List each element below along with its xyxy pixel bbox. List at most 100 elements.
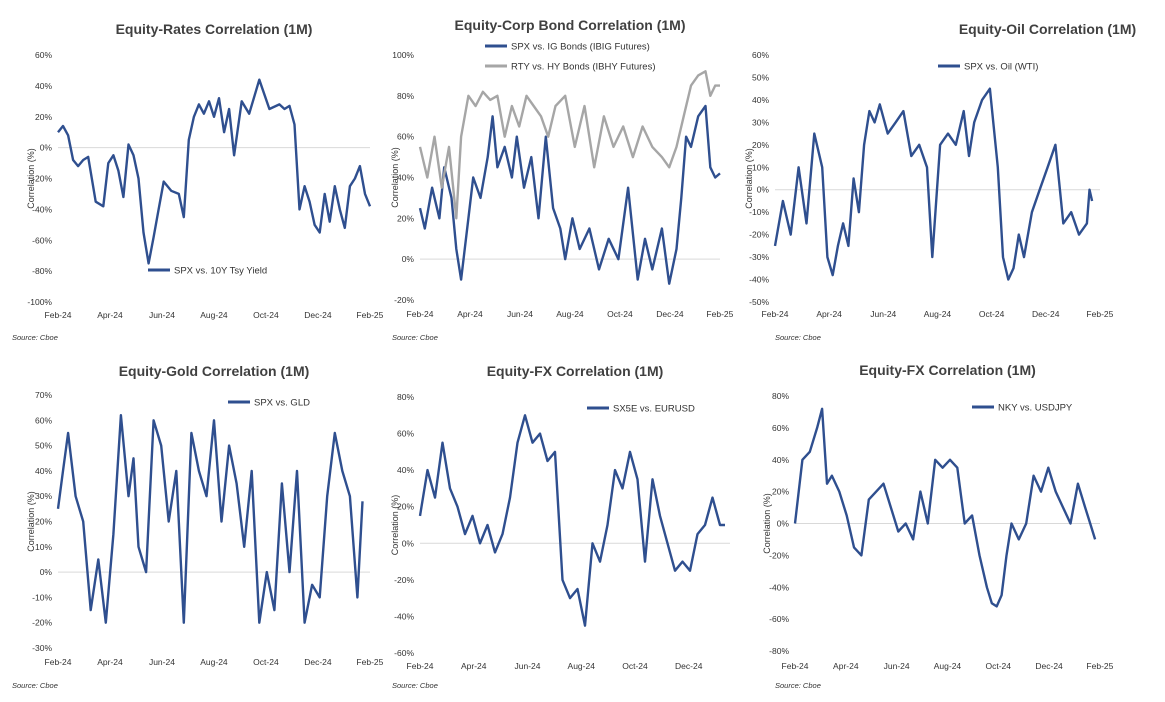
- x-tick-label: Dec-24: [675, 661, 703, 671]
- chart-title: Equity-Gold Correlation (1M): [119, 363, 310, 379]
- x-tick-label: Feb-24: [45, 657, 72, 667]
- y-tick-label: 0%: [777, 519, 790, 529]
- x-tick-label: Feb-25: [356, 657, 383, 667]
- x-tick-label: Jun-24: [507, 309, 533, 319]
- y-tick-label: -10%: [32, 592, 52, 602]
- source-note: Source: Cboe: [775, 333, 821, 342]
- y-tick-label: 30%: [35, 491, 52, 501]
- y-tick-label: 60%: [772, 423, 789, 433]
- source-note: Source: Cboe: [392, 681, 438, 690]
- legend-label: SPX vs. IG Bonds (IBIG Futures): [511, 42, 650, 53]
- chart-svg: Equity-Gold Correlation (1M) 70% 60% 50% 40%…: [12, 363, 384, 690]
- x-tick-label: Dec-24: [304, 657, 332, 667]
- y-tick-label: 60%: [35, 415, 52, 425]
- y-tick-label: 20%: [772, 487, 789, 497]
- y-tick-label: -30%: [749, 252, 769, 262]
- y-axis-label: Correlation (%): [744, 148, 754, 209]
- y-tick-label: 60%: [35, 50, 52, 60]
- x-tick-label: Dec-24: [656, 309, 684, 319]
- chart-panel-equity-fx-sx5e: Equity-FX Correlation (1M) 80% 60% 40% 20% 0%…: [380, 355, 760, 702]
- y-axis-label: Correlation (%): [26, 491, 36, 552]
- y-tick-label: 80%: [397, 392, 414, 402]
- x-tick-label: Jun-24: [870, 309, 896, 319]
- chart-svg: Equity-Corp Bond Correlation (1M) 100% 80%…: [390, 17, 734, 342]
- chart-title: Equity-Rates Correlation (1M): [116, 21, 313, 37]
- y-tick-label: -20%: [769, 550, 789, 560]
- y-tick-label: 20%: [397, 213, 414, 223]
- x-tick-label: Apr-24: [833, 661, 859, 671]
- chart-svg: Equity-FX Correlation (1M) 80% 60% 40% 20% 0%…: [390, 363, 730, 690]
- chart-panel-equity-rates: Equity-Rates Correlation (1M) 60% 40% 20% 0%…: [0, 0, 384, 350]
- chart-title: Equity-FX Correlation (1M): [859, 362, 1036, 378]
- y-tick-label: -40%: [32, 204, 52, 214]
- y-tick-label: 80%: [397, 91, 414, 101]
- y-tick-label: 50%: [35, 441, 52, 451]
- y-tick-label: 100%: [392, 50, 414, 60]
- y-tick-label: 20%: [397, 502, 414, 512]
- y-tick-label: 10%: [752, 162, 769, 172]
- y-tick-label: -40%: [394, 611, 414, 621]
- y-tick-label: -20%: [32, 618, 52, 628]
- source-note: Source: Cboe: [775, 681, 821, 690]
- y-tick-label: -40%: [749, 275, 769, 285]
- x-tick-label: Aug-24: [924, 309, 952, 319]
- y-tick-label: 40%: [752, 95, 769, 105]
- chart-svg: Equity-Oil Correlation (1M) 60% 50% 40% 30% 2…: [744, 21, 1136, 342]
- series-line-1: [418, 414, 725, 627]
- series-line-1: [57, 78, 372, 265]
- x-tick-label: Jun-24: [149, 657, 175, 667]
- series-line-1: [56, 414, 364, 624]
- y-tick-label: -80%: [769, 646, 789, 656]
- y-tick-label: 0%: [40, 567, 53, 577]
- x-tick-label: Feb-25: [706, 309, 733, 319]
- chart-title: Equity-Oil Correlation (1M): [959, 21, 1136, 37]
- x-tick-label: Feb-25: [1086, 661, 1113, 671]
- y-tick-label: -20%: [394, 295, 414, 305]
- x-tick-label: Feb-25: [356, 310, 383, 320]
- legend-label: SPX vs. Oil (WTI): [964, 62, 1038, 73]
- y-axis-label: Correlation (%): [390, 147, 400, 208]
- y-tick-label: -100%: [27, 297, 52, 307]
- y-tick-label: 50%: [752, 72, 769, 82]
- y-tick-label: 10%: [35, 542, 52, 552]
- y-tick-label: -80%: [32, 266, 52, 276]
- x-tick-label: Aug-24: [934, 661, 962, 671]
- x-tick-label: Apr-24: [97, 657, 123, 667]
- legend-label: SPX vs. 10Y Tsy Yield: [174, 266, 267, 277]
- x-tick-label: Apr-24: [461, 661, 487, 671]
- y-tick-label: 60%: [397, 429, 414, 439]
- chart-panel-equity-oil: Equity-Oil Correlation (1M) 60% 50% 40% 30% 2…: [744, 0, 1165, 350]
- chart-svg: Equity-FX Correlation (1M) 80% 60% 40% 20% 0%…: [762, 362, 1114, 690]
- series-line-1: [773, 87, 1094, 281]
- y-tick-label: 70%: [35, 390, 52, 400]
- series-line-2: [418, 70, 720, 220]
- series-line-1: [418, 104, 721, 285]
- y-tick-label: 20%: [35, 112, 52, 122]
- y-tick-label: 60%: [397, 132, 414, 142]
- y-tick-label: -60%: [32, 235, 52, 245]
- x-tick-label: Apr-24: [457, 309, 483, 319]
- x-tick-label: Aug-24: [200, 657, 228, 667]
- y-tick-label: 30%: [752, 117, 769, 127]
- y-tick-label: -30%: [32, 643, 52, 653]
- x-tick-label: Apr-24: [97, 310, 123, 320]
- y-tick-label: -20%: [749, 230, 769, 240]
- legend-label: SPX vs. GLD: [254, 398, 310, 409]
- y-tick-label: 40%: [397, 465, 414, 475]
- y-tick-label: 40%: [35, 466, 52, 476]
- y-tick-label: -10%: [749, 207, 769, 217]
- y-axis-label: Correlation (%): [762, 493, 772, 554]
- y-tick-label: 60%: [752, 50, 769, 60]
- y-tick-label: 20%: [35, 517, 52, 527]
- source-note: Source: Cboe: [12, 681, 58, 690]
- x-tick-label: Dec-24: [1032, 309, 1060, 319]
- x-tick-label: Feb-25: [1086, 309, 1113, 319]
- source-note: Source: Cboe: [12, 333, 58, 342]
- legend-label: SX5E vs. EURUSD: [613, 404, 695, 415]
- y-tick-label: 0%: [40, 143, 53, 153]
- x-tick-label: Feb-24: [45, 310, 72, 320]
- chart-panel-equity-fx-nky: Equity-FX Correlation (1M) 80% 60% 40% 20% 0%…: [760, 355, 1165, 702]
- series-line-1: [793, 407, 1097, 608]
- x-tick-label: Aug-24: [556, 309, 584, 319]
- source-note: Source: Cboe: [392, 333, 438, 342]
